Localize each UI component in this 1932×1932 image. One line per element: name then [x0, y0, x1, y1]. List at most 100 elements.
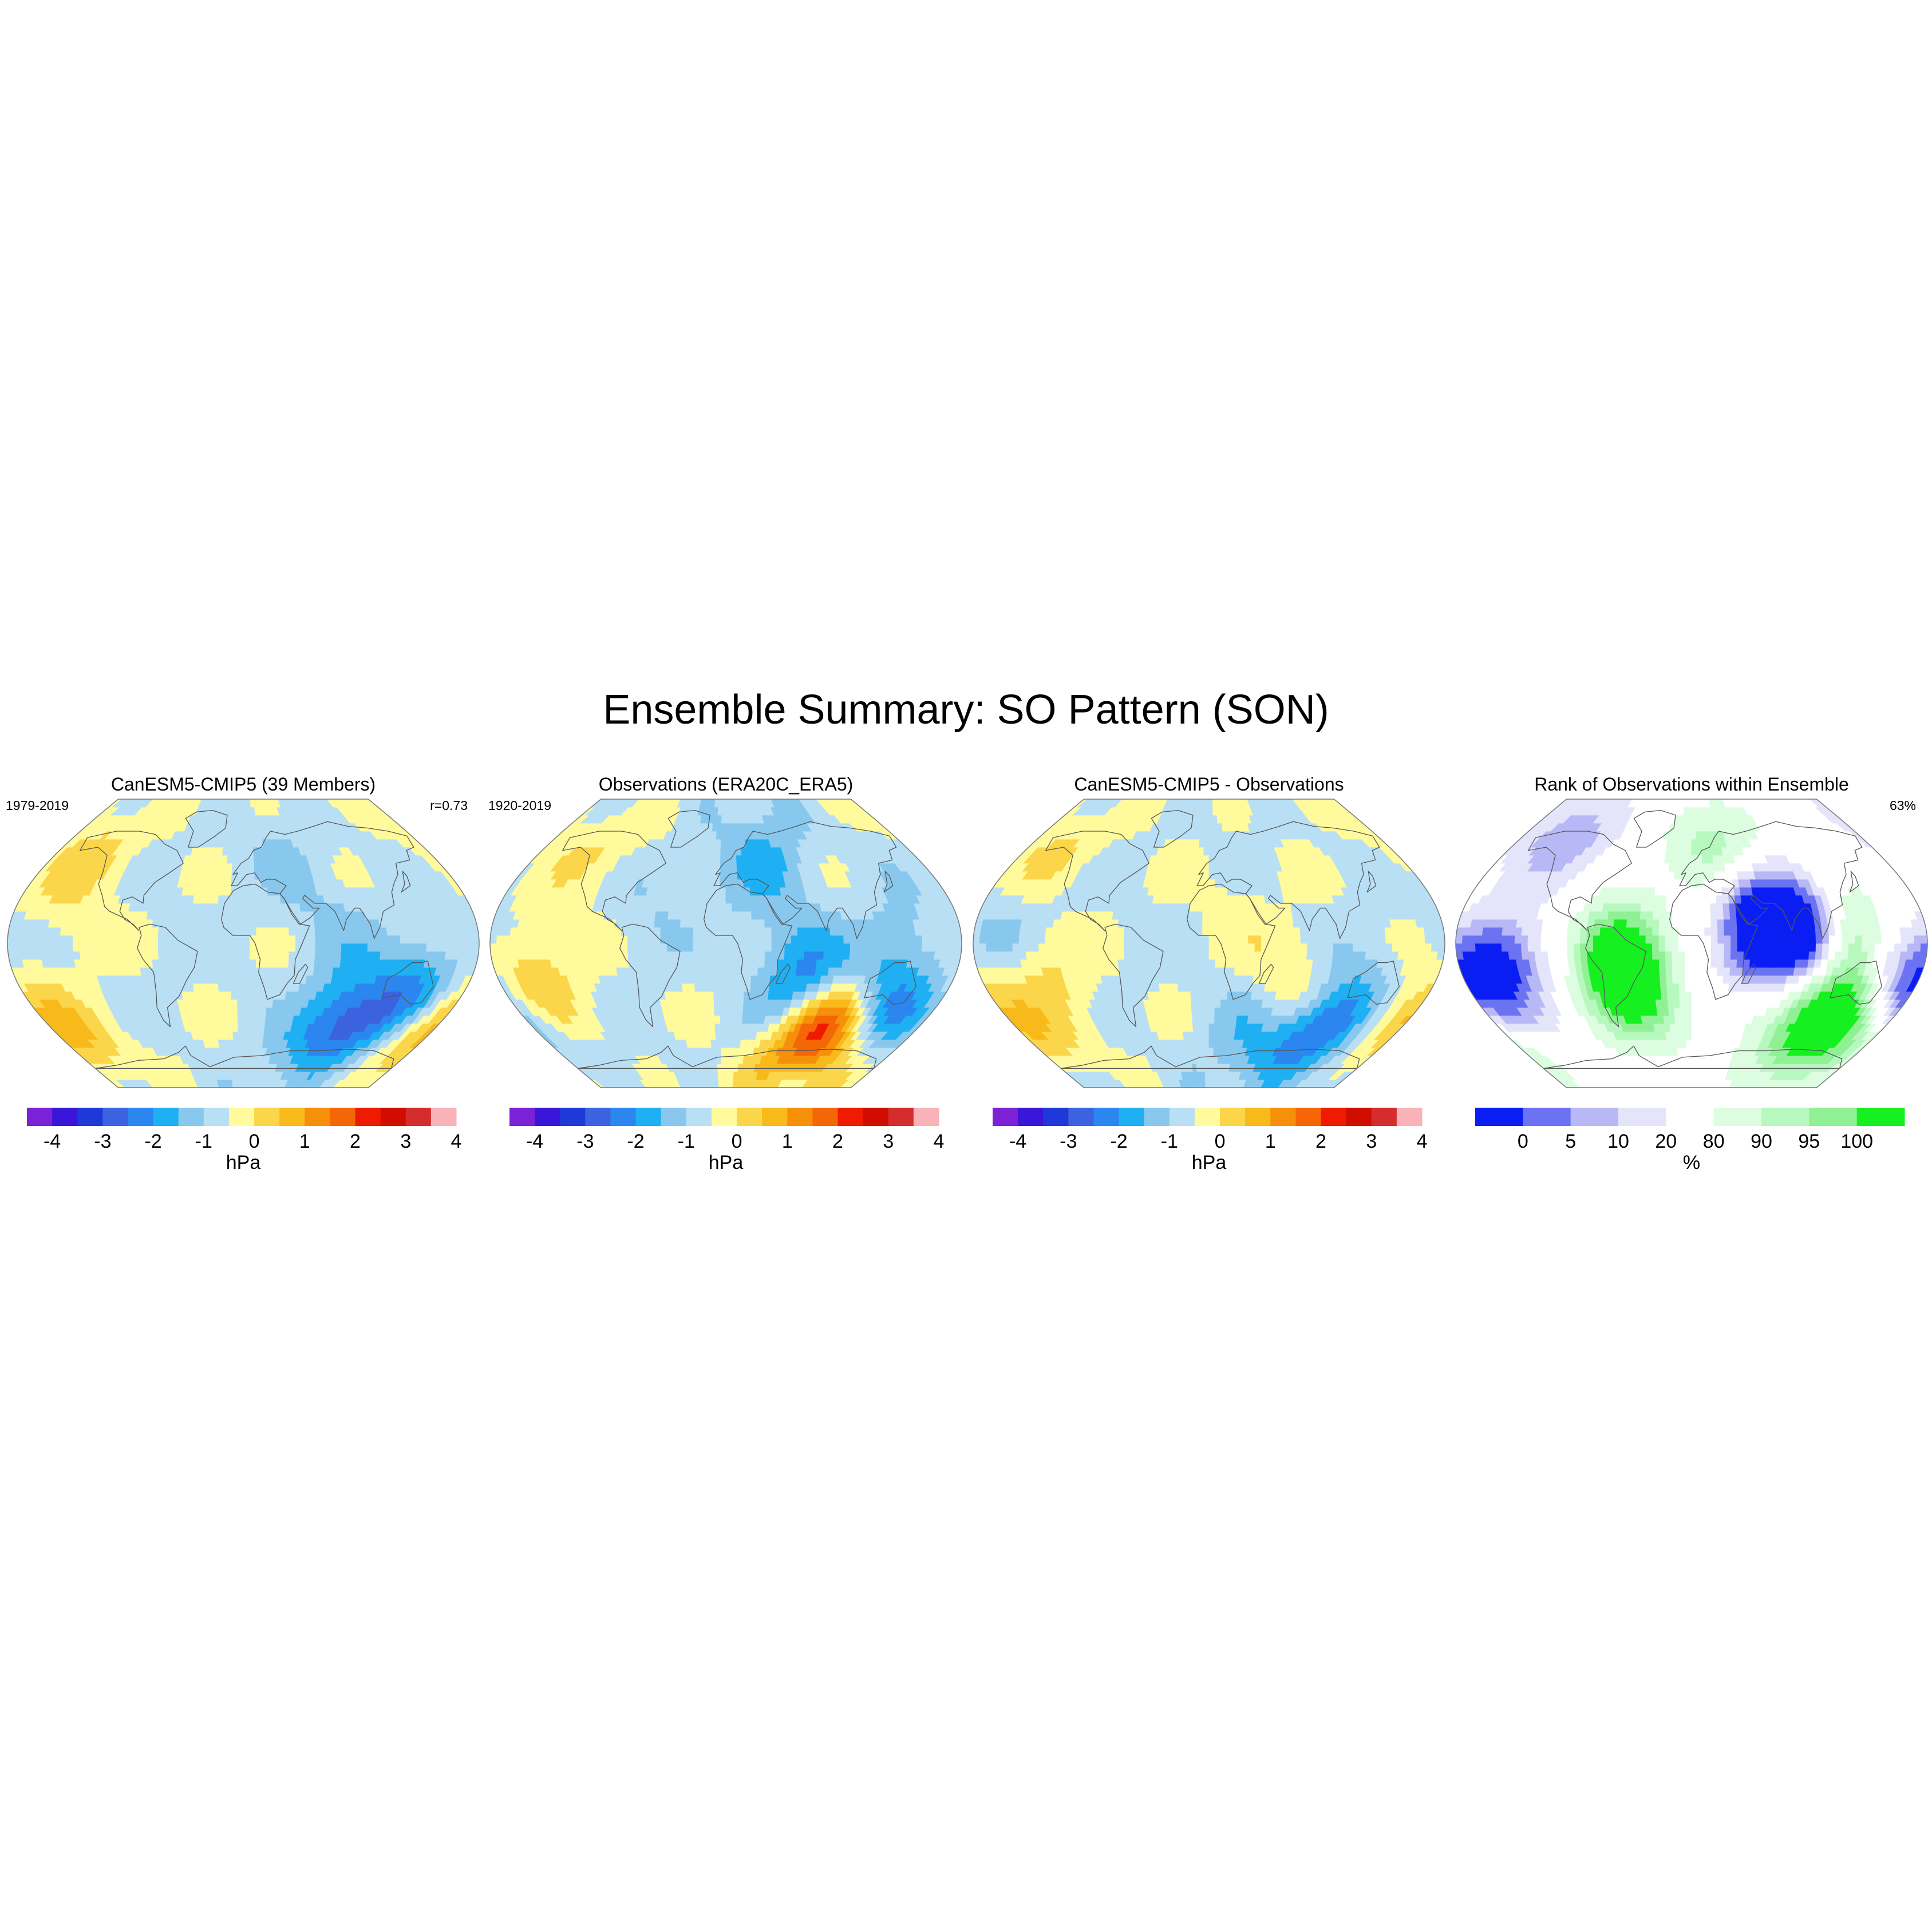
field-cell [725, 847, 732, 856]
field-cell [720, 1031, 726, 1040]
field-cell [835, 919, 843, 928]
field-cell [295, 951, 303, 960]
field-cell [275, 911, 283, 920]
field-cell [293, 903, 301, 912]
field-cell [696, 879, 703, 888]
field-cell [713, 911, 720, 920]
field-cell [803, 919, 811, 928]
field-cell [237, 871, 244, 880]
field-cell [46, 951, 55, 960]
field-cell [690, 871, 698, 880]
field-cell [295, 935, 303, 944]
field-cell [445, 935, 453, 944]
field-cell [126, 959, 135, 968]
field-cell [459, 943, 467, 952]
field-cell [496, 943, 504, 952]
field-cell [894, 927, 903, 936]
field-cell [699, 951, 707, 960]
field-cell [907, 951, 916, 960]
field-cell [660, 959, 669, 968]
field-cell [159, 967, 168, 976]
field-cell [696, 871, 704, 880]
field-cell [243, 999, 250, 1008]
field-cell [744, 975, 752, 984]
field-cell [732, 975, 739, 984]
field-cell [668, 903, 676, 912]
panel-model-pattern: CanESM5-CMIP5 (39 Members) 1979-2019 r=0… [3, 767, 484, 1179]
field-cell [341, 943, 349, 952]
field-cell [288, 919, 296, 928]
field-cell [693, 951, 700, 960]
field-cell [790, 919, 798, 928]
field-cell [647, 927, 655, 936]
period-label: 1979-2019 [6, 798, 69, 813]
field-cell [914, 927, 923, 936]
field-cell [191, 967, 199, 976]
field-cell [282, 951, 290, 960]
field-cell [745, 959, 752, 968]
field-cell [139, 959, 147, 968]
field-cell [267, 887, 275, 896]
colorbar-swatch [128, 1108, 154, 1126]
field-cell [274, 903, 282, 912]
field-cell [301, 919, 309, 928]
field-cell [247, 1055, 253, 1064]
field-cell [710, 1031, 716, 1040]
field-cell [614, 951, 622, 960]
field-cell [737, 1007, 744, 1016]
field-cell [627, 927, 635, 936]
field-cell [301, 951, 309, 960]
field-cell [653, 951, 661, 960]
field-cell [184, 959, 192, 968]
field-cell [308, 951, 316, 960]
field-cell [243, 823, 248, 832]
field-cell [308, 935, 316, 944]
field-cell [725, 967, 733, 976]
field-cell [742, 1007, 750, 1016]
field-cell [732, 951, 740, 960]
field-cell [828, 959, 837, 968]
field-cell [796, 959, 804, 968]
field-cell [231, 807, 236, 816]
field-cell [165, 919, 173, 928]
field-cell [243, 799, 247, 808]
field-cell [200, 887, 208, 896]
field-cell [707, 991, 714, 1000]
field-cell [386, 927, 394, 936]
field-cell [314, 919, 322, 928]
field-cell [243, 919, 250, 928]
field-cell [712, 959, 720, 968]
field-cell [803, 927, 811, 936]
field-cell [816, 951, 824, 960]
field-cell [730, 1031, 737, 1040]
panel-title: Observations (ERA20C_ERA5) [598, 774, 854, 795]
field-cell [947, 935, 956, 944]
field-cell [268, 959, 276, 968]
field-cell [889, 943, 897, 952]
field-cell [352, 919, 361, 928]
field-cell [771, 927, 779, 936]
field-cell [745, 927, 753, 936]
field-cell [26, 943, 34, 952]
field-cell [763, 975, 771, 984]
field-cell [868, 951, 877, 960]
field-cell [947, 943, 956, 952]
field-cell [706, 959, 713, 968]
field-cell [738, 911, 746, 920]
field-cell [777, 935, 785, 944]
field-cell [225, 999, 232, 1008]
field-cell [756, 983, 764, 992]
field-cell [315, 935, 322, 944]
field-cell [797, 935, 805, 944]
field-cell [720, 1023, 726, 1032]
field-cell [248, 1007, 255, 1016]
field-cell [688, 895, 696, 904]
field-cell [171, 943, 179, 952]
field-cell [248, 1031, 254, 1040]
field-cell [796, 919, 804, 928]
field-cell [231, 1071, 236, 1080]
field-cell [60, 951, 68, 960]
field-cell [327, 927, 335, 936]
field-cell [92, 935, 100, 944]
field-cell [203, 935, 211, 944]
